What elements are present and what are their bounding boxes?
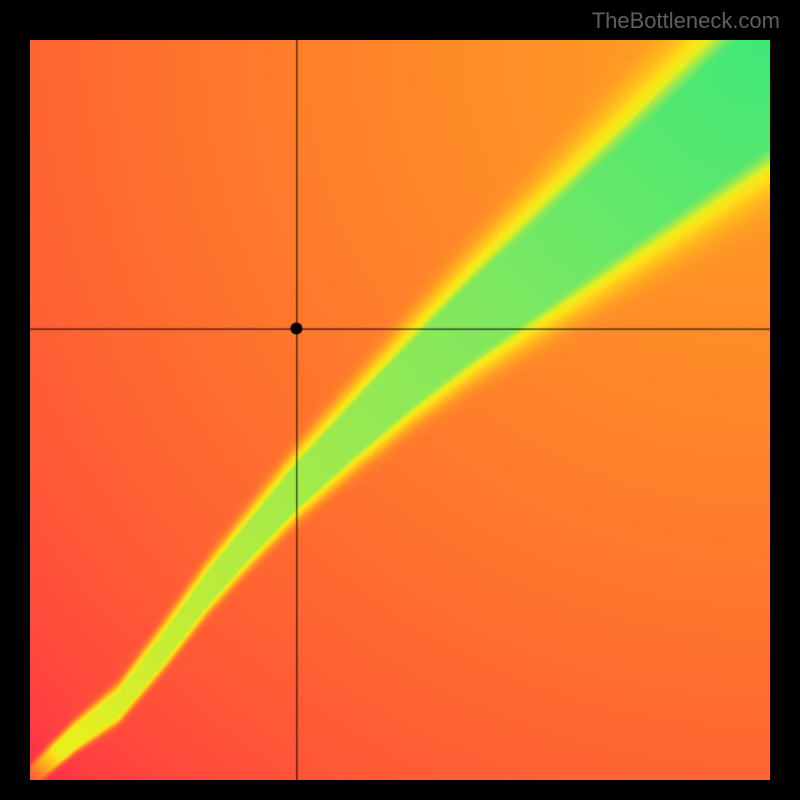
watermark-text: TheBottleneck.com <box>592 8 780 34</box>
heatmap-canvas <box>30 40 770 780</box>
plot-area <box>30 40 770 780</box>
chart-container: TheBottleneck.com <box>0 0 800 800</box>
